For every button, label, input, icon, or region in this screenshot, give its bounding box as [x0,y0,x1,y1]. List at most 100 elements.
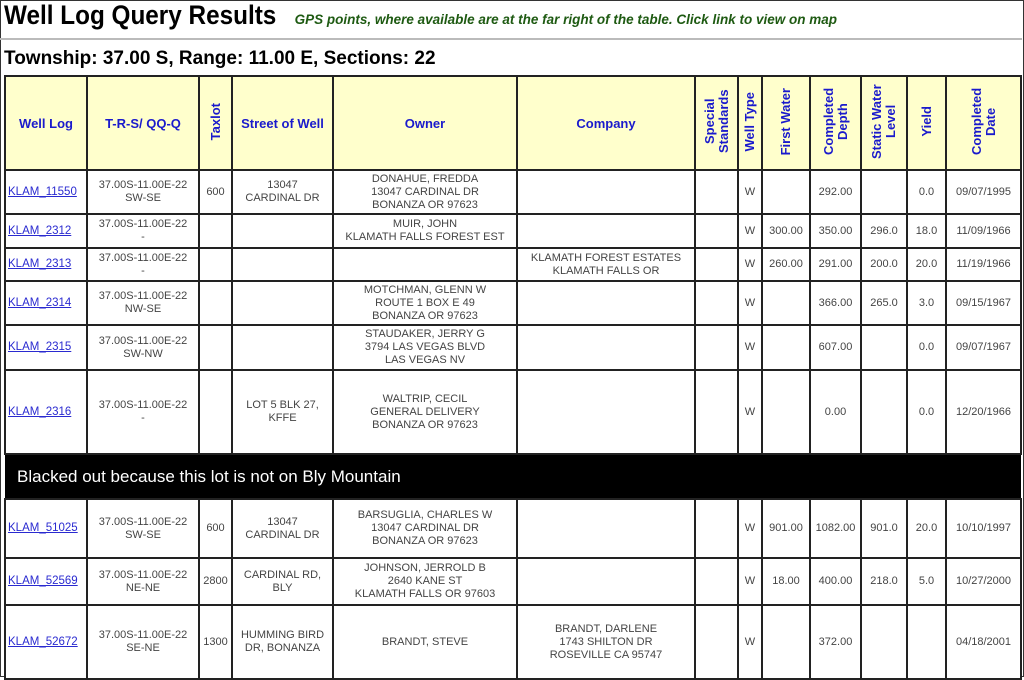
column-header-completed-date: Completed Date [945,75,1022,171]
cell-well-log: KLAM_2315 [4,324,88,371]
cell-company: BRANDT, DARLENE 1743 SHILTON DR ROSEVILL… [516,604,696,680]
cell-completed-date: 10/10/1997 [945,498,1022,559]
cell-text: 292.00 [818,185,853,198]
cell-text: 18.0 [915,224,938,237]
cell-static-water-level: 200.0 [860,247,908,282]
column-header-label: First Water [778,87,793,156]
well-log-link[interactable]: KLAM_52569 [8,575,78,587]
cell-text: 218.0 [870,575,898,587]
cell-owner: WALTRIP, CECIL GENERAL DELIVERY BONANZA … [332,369,518,455]
cell-yield: 0.0 [906,369,947,455]
cell-company [516,169,696,215]
blackout-text: Blacked out because this lot is not on B… [5,454,1021,499]
column-header-label: Yield [918,106,934,137]
cell-text: 37.00S-11.00E-22 SW-NW [98,334,188,360]
cell-text: 607.00 [818,341,853,353]
well-log-link[interactable]: KLAM_11550 [8,185,77,198]
cell-special-standards [694,280,739,326]
well-log-link[interactable]: KLAM_2313 [8,258,72,270]
cell-text: 296.0 [870,224,898,237]
cell-static-water-level [860,324,908,371]
cell-special-standards [694,369,739,455]
column-header-well-type: Well Type [737,75,763,171]
table-row: KLAM_11550 37.00S-11.00E-22 SW-SE 600 13047… [4,169,1022,215]
cell-text: 37.00S-11.00E-22 SW-SE [98,179,188,204]
cell-completed-depth: 291.00 [809,247,862,282]
column-header-label: Completed Date [968,87,998,156]
table-row: KLAM_2315 37.00S-11.00E-22 SW-NW STAUDAKER… [4,324,1022,371]
cell-text: 37.00S-11.00E-22 - [98,251,188,277]
column-header-first-water: First Water [761,75,811,171]
cell-text: 20.0 [915,522,938,534]
cell-taxlot [198,213,233,249]
well-log-link[interactable]: KLAM_2314 [8,296,72,309]
cell-t-r-s-qq-q: 37.00S-11.00E-22 - [86,213,200,249]
cell-yield: 0.0 [906,324,947,371]
query-summary: Township: 37.00 S, Range: 11.00 E, Secti… [4,48,436,69]
cell-text: 372.00 [818,635,853,648]
cell-yield: 3.0 [906,280,947,326]
page-title: Well Log Query Results [4,0,277,30]
gps-note: GPS points, where available are at the f… [294,12,837,27]
cell-company [516,369,696,455]
column-header-label: Completed Depth [820,87,850,156]
cell-text: CARDINAL RD, BLY [243,568,322,594]
cell-text: 200.0 [870,258,898,270]
cell-owner: JOHNSON, JERROLD B 2640 KANE ST KLAMATH … [332,557,518,606]
table-row: KLAM_2312 37.00S-11.00E-22 - MUIR, JOHN KL… [4,213,1022,249]
cell-street-of-well: 13047 CARDINAL DR [231,498,334,559]
cell-well-type: W [737,498,763,559]
column-header-street-of-well: Street of Well [231,75,334,171]
cell-completed-depth: 350.00 [809,213,862,249]
cell-text: 366.00 [818,296,853,309]
cell-text: JOHNSON, JERROLD B 2640 KANE ST KLAMATH … [354,562,496,600]
cell-text: 350.00 [818,224,853,237]
cell-text: 1300 [203,635,228,648]
well-log-link[interactable]: KLAM_52672 [8,635,78,648]
cell-street-of-well [231,247,334,282]
cell-text: MOTCHMAN, GLENN W ROUTE 1 BOX E 49 BONAN… [363,283,487,322]
cell-well-type: W [737,324,763,371]
table-row: KLAM_2316 37.00S-11.00E-22 - LOT 5 BLK 27,… [4,369,1022,455]
cell-static-water-level [860,604,908,680]
cell-text: 04/18/2001 [955,635,1012,648]
cell-taxlot: 1300 [198,604,233,680]
cell-completed-date: 12/20/1966 [945,369,1022,455]
cell-text: 37.00S-11.00E-22 NE-NE [98,568,188,594]
cell-company [516,324,696,371]
cell-text: 0.0 [918,185,935,198]
column-header-owner: Owner [332,75,518,171]
cell-text: 0.0 [918,405,935,418]
cell-completed-date: 11/09/1966 [945,213,1022,249]
cell-taxlot: 2800 [198,557,233,606]
cell-first-water: 901.00 [761,498,811,559]
cell-yield: 5.0 [906,557,947,606]
cell-well-type: W [737,247,763,282]
cell-text: 37.00S-11.00E-22 SE-NE [98,629,188,654]
cell-text: LOT 5 BLK 27, KFFE [246,399,319,424]
well-log-link[interactable]: KLAM_2312 [8,224,72,237]
well-log-link[interactable]: KLAM_51025 [8,522,78,534]
cell-text: 11/09/1966 [956,224,1011,237]
cell-text: 09/07/1967 [955,341,1012,353]
column-header-label: Well Type [742,91,757,152]
column-header-label: Street of Well [241,115,324,131]
cell-completed-date: 09/07/1995 [945,169,1022,215]
column-header-static-water-level: Static Water Level [860,75,908,171]
cell-well-type: W [737,169,763,215]
column-header-special-standards: Special Standards [694,75,739,171]
cell-owner: MOTCHMAN, GLENN W ROUTE 1 BOX E 49 BONAN… [332,280,518,326]
table-header-row: Well Log T-R-S/ QQ-Q Taxlot Street of Well O… [4,75,1022,171]
cell-well-log: KLAM_51025 [4,498,88,559]
cell-special-standards [694,247,739,282]
cell-owner: DONAHUE, FREDDA 13047 CARDINAL DR BONANZ… [332,169,518,215]
well-log-link[interactable]: KLAM_2315 [8,341,72,353]
well-log-link[interactable]: KLAM_2316 [8,405,72,418]
cell-text: W [744,185,756,198]
cell-yield: 18.0 [906,213,947,249]
cell-special-standards [694,213,739,249]
cell-text: 10/27/2000 [955,575,1012,587]
cell-well-type: W [737,604,763,680]
cell-text: W [744,258,756,270]
cell-text: 2800 [203,575,228,587]
